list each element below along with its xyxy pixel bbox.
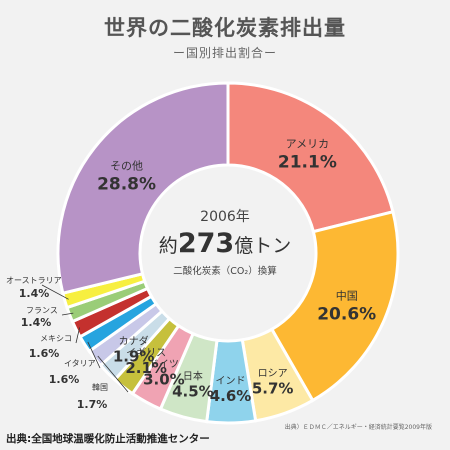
label-value-italy: 1.6% (49, 373, 80, 386)
label-name-china: 中国 (336, 289, 358, 302)
center-total-number: 273 (177, 228, 235, 259)
label-name-canada: カナダ (119, 335, 149, 348)
label-name-india: インド (216, 376, 246, 387)
center-total-suffix: 億トン (234, 235, 292, 257)
label-name-italy: イタリア (64, 359, 96, 368)
slice-china (269, 209, 400, 403)
label-value-france: 1.4% (21, 316, 52, 329)
chart-title: 世界の二酸化炭素排出量 (104, 16, 346, 40)
center-unit: 二酸化炭素（CO₂）換算 (173, 266, 277, 277)
label-value-uk: 2.1% (125, 359, 167, 377)
label-name-japan: 日本 (183, 369, 203, 382)
center-total-prefix: 約 (158, 235, 178, 257)
label-value-india: 4.6% (210, 387, 252, 405)
slice-usa (226, 81, 395, 234)
label-value-china: 20.6% (317, 304, 376, 324)
label-name-uk: イギリス (126, 347, 166, 359)
label-value-mexico: 1.6% (29, 347, 60, 360)
label-name-korea: 韓国 (92, 382, 108, 392)
label-value-others: 28.8% (97, 174, 156, 194)
label-value-canada: 1.9% (113, 348, 155, 366)
center-total: 約273億トン (150, 228, 300, 259)
callout-line-france (61, 312, 74, 316)
callout-line-italy (87, 341, 101, 369)
label-value-japan: 4.5% (172, 382, 214, 400)
label-name-france: フランス (26, 306, 58, 315)
callout-line-korea (97, 355, 129, 393)
label-value-usa: 21.1% (278, 152, 337, 172)
chart-subtitle: ー国別排出割合ー (172, 46, 277, 60)
label-value-germany: 3.0% (143, 371, 185, 389)
label-name-others: その他 (110, 159, 143, 172)
label-value-russia: 5.7% (252, 379, 294, 397)
source-credit: 出典:全国地球温暖化防止活動推進センター (6, 433, 210, 445)
callout-line-mexico (75, 327, 81, 344)
label-name-russia: ロシア (258, 368, 288, 379)
donut-center: 2006年 約273億トン 二酸化炭素（CO₂）換算 (150, 206, 300, 277)
label-value-australia: 1.4% (19, 287, 50, 300)
label-name-usa: アメリカ (286, 137, 329, 150)
center-year: 2006年 (200, 209, 250, 225)
source-note: 出典）ＥＤＭＣ／エネルギー・経済統計要覧2009年版 (284, 424, 432, 431)
callout-line-australia (41, 284, 69, 300)
label-name-australia: オーストラリア (6, 276, 62, 285)
slice-others (56, 81, 230, 296)
label-name-germany: ドイツ (149, 360, 179, 371)
label-name-mexico: メキシコ (40, 334, 72, 343)
label-value-korea: 1.7% (77, 398, 108, 411)
